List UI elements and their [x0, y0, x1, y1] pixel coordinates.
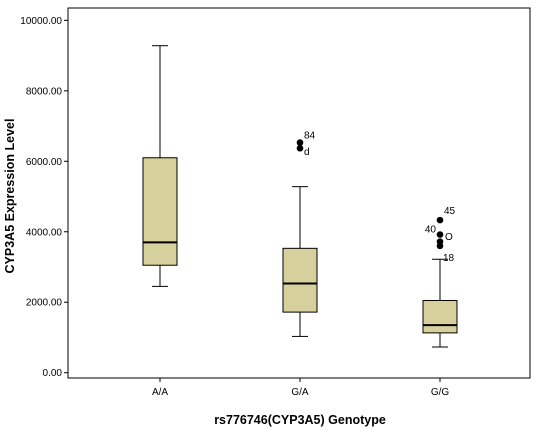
y-tick-label: 2000.00 [26, 298, 63, 309]
y-axis-title: CYP3A5 Expression Level [3, 119, 17, 274]
y-tick-label: 0.00 [43, 368, 63, 379]
box-iqr [282, 247, 318, 313]
outlier-label: O [445, 232, 453, 243]
outlier-point [296, 139, 304, 146]
y-tick-label: 10000.00 [20, 16, 62, 27]
outlier-point [436, 242, 444, 250]
outlier-label: 84 [304, 131, 316, 142]
y-tick-label: 4000.00 [26, 227, 63, 238]
x-tick-label: G/A [291, 387, 309, 398]
y-tick-label: 6000.00 [26, 157, 63, 168]
plot-area: 0.00 2000.00 4000.00 6000.00 8000.00 10000.00… [20, 7, 531, 398]
outlier-label: d [304, 147, 310, 158]
outlier-point [296, 144, 304, 152]
outlier-point [436, 216, 444, 224]
box-iqr [422, 299, 458, 334]
outlier-point [436, 231, 444, 238]
y-tick-label: 8000.00 [26, 86, 63, 97]
outlier-label: 18 [443, 253, 455, 264]
x-axis-title: rs776746(CYP3A5) Genotype [214, 413, 386, 427]
outlier-label: 40 [425, 225, 437, 236]
x-tick-label: A/A [152, 387, 168, 398]
plot-frame [67, 7, 531, 379]
box-iqr [142, 157, 178, 266]
outlier-label: 45 [444, 206, 456, 217]
x-tick-label: G/G [431, 387, 450, 398]
